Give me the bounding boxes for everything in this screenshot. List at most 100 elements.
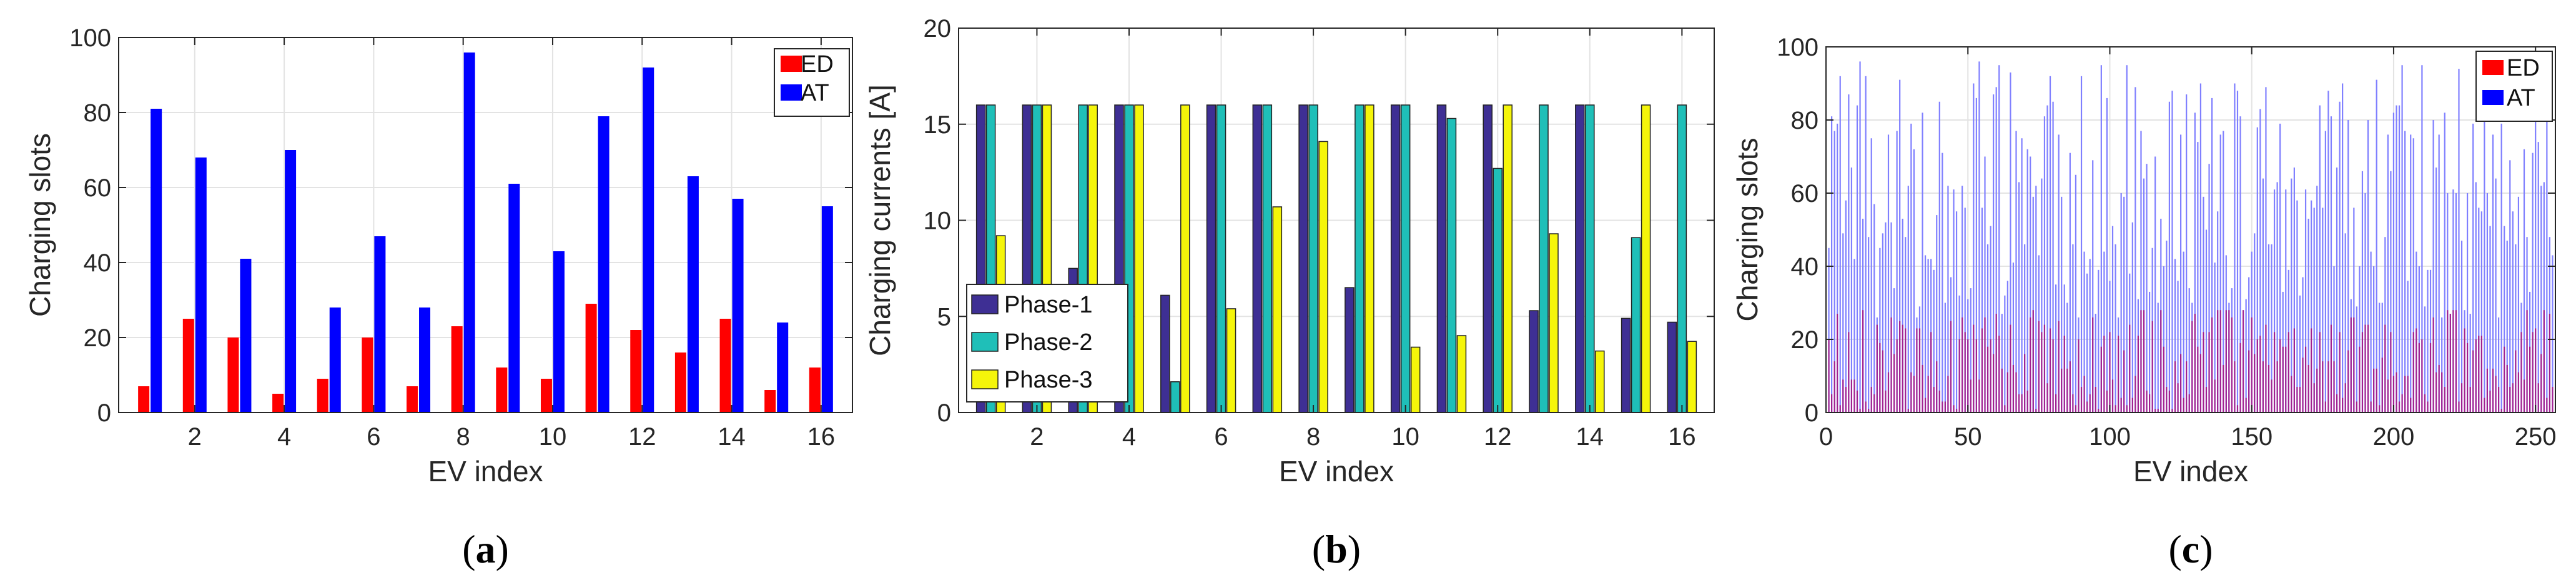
bar-AT [2265,87,2267,413]
x-tick-label: 100 [2089,423,2131,451]
bar-AT [2495,178,2497,412]
bar-AT [2205,229,2208,412]
bar-AT [2319,105,2321,412]
bar-ED [2304,346,2307,412]
bar-ED [1922,364,1923,412]
bar-ED [2401,394,2403,412]
panel-label-close: ) [1348,527,1361,571]
panel-label-letter: c [2182,527,2199,571]
bar-AT [2163,266,2164,412]
bar-ED [1933,387,1935,412]
bar-AT [2061,196,2063,412]
bar-AT [2330,116,2332,412]
legend-label: AT [2507,85,2535,111]
bar-Phase-1 [1483,104,1493,413]
bar-AT [2234,83,2236,412]
bar-AT [1859,61,1861,412]
bar-ED [2026,390,2028,412]
panel-label-close: ) [2199,527,2213,571]
bar-ED [2324,401,2326,412]
legend-label: ED [801,51,834,78]
bar-AT [2410,134,2412,412]
bar-ED [272,394,284,412]
bar-Phase-1 [1575,104,1585,413]
bar-AT [2304,189,2307,412]
bar-ED [2398,401,2401,412]
bar-AT [1986,244,1989,412]
x-tick-label: 8 [1306,423,1320,451]
bar-ED [1944,401,1946,412]
bar-ED [2024,354,2026,412]
bar-ED [2211,317,2213,412]
bar-ED [719,319,731,412]
bar-Phase-1 [1345,287,1355,413]
bar-AT [2412,138,2414,412]
bar-AT [2324,131,2326,413]
panel-label-open: ( [462,527,475,571]
bar-ED [1910,372,1912,412]
bar-AT [1845,200,1847,412]
bar-AT [2069,152,2071,412]
bar-ED [2120,398,2122,412]
bar-ED [1902,324,1903,412]
bar-Phase-2 [1446,118,1457,413]
bar-ED [2381,358,2383,412]
bar-AT [2262,178,2264,412]
bar-AT [2026,149,2028,413]
bar-AT [2515,244,2517,412]
bar-AT [2347,120,2349,412]
legend-label: ED [2507,55,2540,81]
bar-ED [2166,387,2168,412]
bar-ED [2103,336,2105,412]
bar-ED [1828,339,1830,412]
panel-label-close: ) [496,527,509,571]
bar-AT [2313,208,2315,412]
bar-ED [2311,328,2312,412]
bar-ED [1964,332,1966,412]
bar-AT [2239,116,2241,412]
bar-ED [2410,398,2412,412]
bar-ED [1896,339,1898,412]
bar-AT [2194,112,2196,413]
bar-AT [2004,295,2006,412]
bar-AT [1910,123,1912,412]
bar-ED [2174,361,2176,412]
bar-Phase-1 [1436,104,1447,413]
bar-AT [2268,244,2270,412]
bar-ED [2078,339,2080,412]
bar-AT [2095,314,2096,412]
bar-ED [2495,376,2497,412]
bar-ED [1936,361,1938,412]
bar-ED [2427,401,2429,412]
bar-AT [1865,76,1867,413]
bar-AT [2472,123,2474,412]
bar-AT [1970,288,1971,412]
bar-AT [2356,306,2357,412]
bar-AT [1927,259,1929,412]
bar-AT [2523,149,2525,413]
bar-ED [2168,390,2171,412]
bar-AT [2006,281,2008,412]
bar-AT [2291,178,2292,412]
bar-AT [2126,65,2128,412]
bar-AT [2517,196,2520,412]
bar-ED [2063,336,2065,412]
bar-ED [2098,409,2100,412]
bar-ED [2058,321,2060,412]
bar-Phase-1 [1206,104,1216,413]
bar-ED [1865,401,1867,412]
bar-ED [2339,332,2341,412]
bar-AT [1913,149,1915,413]
bar-AT [2435,168,2437,412]
bar-ED [2271,379,2273,412]
x-tick-label: 150 [2231,423,2273,451]
y-tick-label: 20 [84,324,112,352]
bar-AT [2504,226,2505,412]
bar-AT [2197,142,2199,412]
bar-ED [2217,310,2219,412]
bar-ED [2432,317,2434,412]
bar-ED [2248,350,2250,412]
bar-AT [195,158,207,412]
bar-ED [1856,390,1858,412]
bar-ED [2367,324,2369,412]
